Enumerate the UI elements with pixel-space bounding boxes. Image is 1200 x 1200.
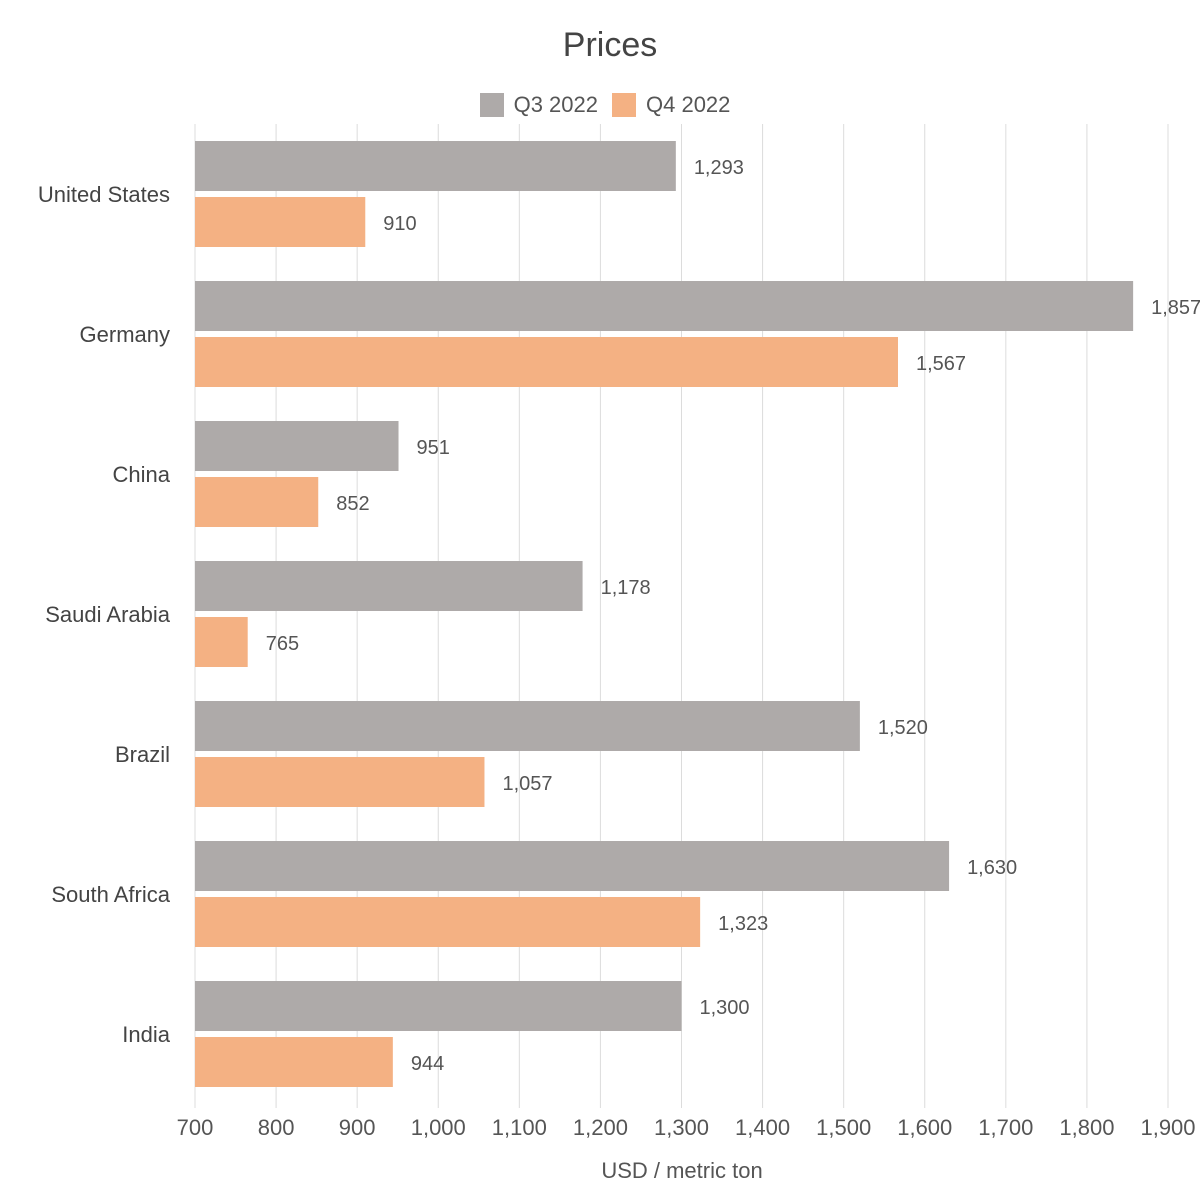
bar-germany-q4-2022[interactable]	[195, 337, 898, 387]
category-label-saudi-arabia: Saudi Arabia	[45, 602, 171, 627]
bar-saudi-arabia-q4-2022[interactable]	[195, 617, 248, 667]
bar-india-q4-2022[interactable]	[195, 1037, 393, 1087]
value-label-china-q3-2022: 951	[417, 437, 450, 459]
value-label-saudi-arabia-q3-2022: 1,178	[601, 577, 651, 599]
x-tick-label-1800: 1,800	[1059, 1115, 1114, 1140]
bars	[195, 141, 1134, 1087]
legend: Q3 2022 Q4 2022	[0, 92, 1200, 118]
legend-swatch-q3-2022	[479, 93, 504, 117]
category-labels: United States Germany China Saudi Arabia Bra…	[38, 182, 171, 1047]
gridlines	[194, 124, 1169, 1108]
bar-china-q4-2022[interactable]	[195, 477, 319, 527]
x-tick-label-1000: 1,000	[411, 1115, 466, 1140]
legend-swatch-q4-2022	[612, 93, 636, 117]
legend-label-q4-2022: Q4 2022	[646, 92, 731, 117]
value-label-saudi-arabia-q4-2022: 765	[266, 633, 299, 655]
value-label-south-africa-q4-2022: 1,323	[718, 913, 768, 935]
x-tick-label-1300: 1,300	[654, 1115, 709, 1140]
bar-south-africa-q4-2022[interactable]	[195, 897, 701, 947]
x-tick-label-1900: 1,900	[1140, 1115, 1195, 1140]
x-tick-label-700: 700	[177, 1115, 214, 1140]
legend-item-q4-2022[interactable]: Q4 2022	[612, 92, 730, 118]
value-label-brazil-q4-2022: 1,057	[502, 773, 552, 795]
category-label-brazil: Brazil	[115, 742, 170, 767]
x-tick-label-1400: 1,400	[735, 1115, 790, 1140]
x-tick-label-1700: 1,700	[978, 1115, 1033, 1140]
value-label-germany-q3-2022: 1,857	[1151, 297, 1200, 319]
value-labels: 1,293 910 1,857 1,567 951 852 1,178 765 1,520 1,0…	[266, 157, 1200, 1075]
legend-label-q3-2022: Q3 2022	[513, 92, 598, 117]
x-tick-label-1500: 1,500	[816, 1115, 871, 1140]
x-tick-label-1200: 1,200	[573, 1115, 628, 1140]
bar-china-q3-2022[interactable]	[195, 421, 399, 471]
category-label-united-states: United States	[38, 182, 170, 207]
value-label-south-africa-q3-2022: 1,630	[967, 857, 1017, 879]
bar-germany-q3-2022[interactable]	[195, 281, 1134, 331]
legend-item-q3-2022[interactable]: Q3 2022	[479, 92, 598, 118]
bar-brazil-q3-2022[interactable]	[195, 701, 860, 751]
value-label-germany-q4-2022: 1,567	[916, 353, 966, 375]
category-label-south-africa: South Africa	[51, 882, 170, 907]
value-label-india-q3-2022: 1,300	[700, 997, 750, 1019]
value-label-united-states-q3-2022: 1,293	[694, 157, 744, 179]
chart-title: Prices	[562, 26, 658, 64]
x-axis-ticks: 700 800 900 1,000 1,100 1,200 1,300 1,400 1,500 1…	[177, 1115, 1196, 1140]
x-tick-label-1600: 1,600	[897, 1115, 952, 1140]
x-axis-title: USD / metric ton	[601, 1158, 762, 1183]
value-label-china-q4-2022: 852	[336, 493, 369, 515]
bar-saudi-arabia-q3-2022[interactable]	[195, 561, 583, 611]
category-label-germany: Germany	[80, 322, 170, 347]
category-label-india: India	[122, 1022, 170, 1047]
x-tick-label-900: 900	[339, 1115, 376, 1140]
bar-south-africa-q3-2022[interactable]	[195, 841, 950, 891]
x-tick-label-800: 800	[258, 1115, 295, 1140]
bar-united-states-q3-2022[interactable]	[195, 141, 676, 191]
bar-brazil-q4-2022[interactable]	[195, 757, 485, 807]
value-label-india-q4-2022: 944	[411, 1053, 444, 1075]
value-label-brazil-q3-2022: 1,520	[878, 717, 928, 739]
bar-india-q3-2022[interactable]	[195, 981, 682, 1031]
bar-united-states-q4-2022[interactable]	[195, 197, 366, 247]
x-tick-label-1100: 1,100	[492, 1115, 547, 1140]
value-label-united-states-q4-2022: 910	[383, 213, 416, 235]
category-label-china: China	[113, 462, 171, 487]
